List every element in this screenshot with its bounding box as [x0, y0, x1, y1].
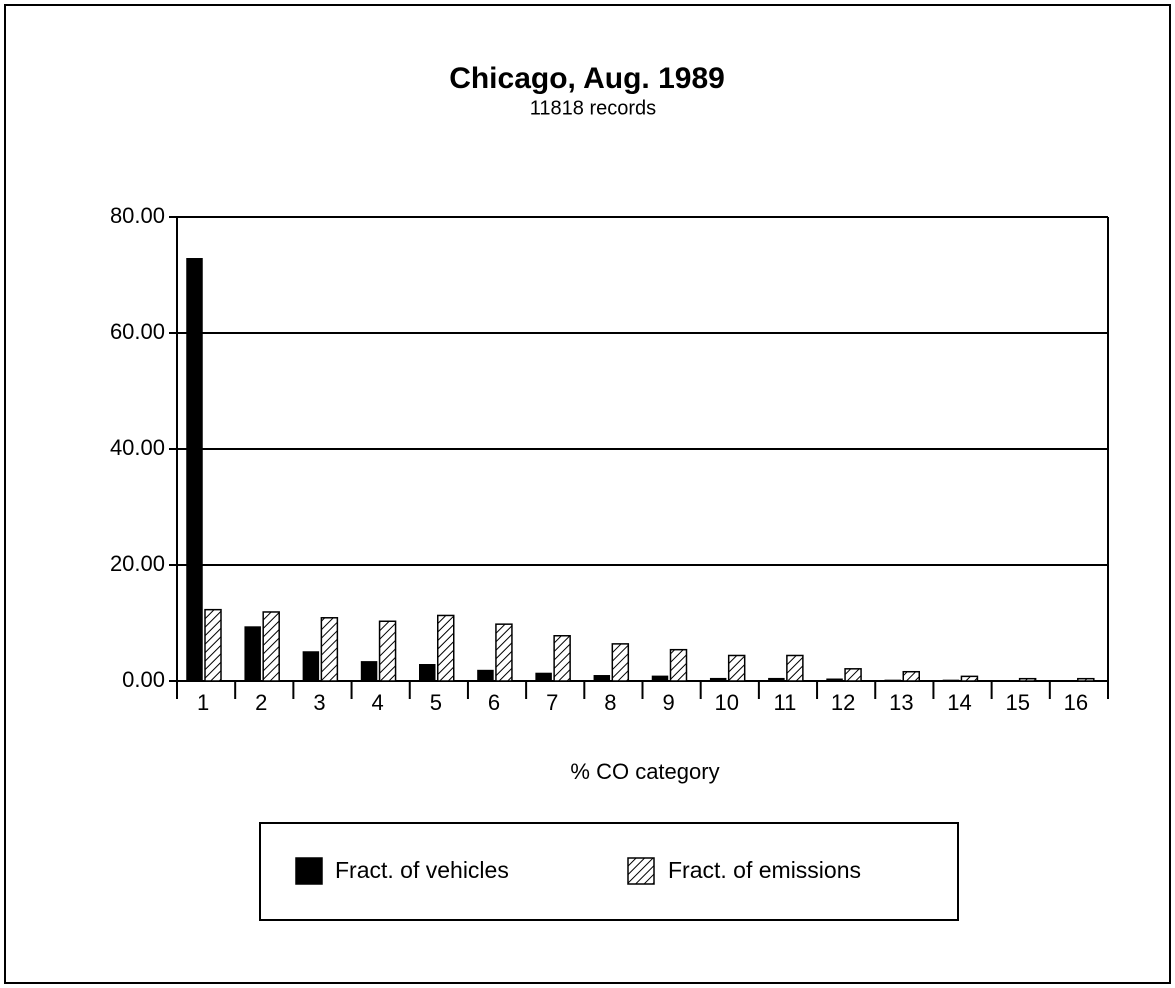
x-tick-label: 7: [546, 690, 558, 715]
bar: [419, 664, 436, 682]
x-tick-label: 5: [430, 690, 442, 715]
bar: [1077, 677, 1095, 682]
bar: [844, 668, 862, 682]
legend-label: Fract. of vehicles: [335, 857, 509, 883]
x-tick-label: 2: [255, 690, 267, 715]
x-tick-label: 13: [889, 690, 913, 715]
x-axis-label: % CO category: [570, 759, 719, 784]
bar: [727, 654, 746, 682]
bar: [1018, 677, 1037, 682]
bar: [826, 678, 843, 682]
bar: [378, 620, 397, 682]
bar: [320, 617, 339, 682]
bar: [204, 608, 222, 682]
legend-label: Fract. of emissions: [668, 857, 861, 883]
y-tick-label: 80.00: [110, 203, 165, 228]
bar: [437, 614, 455, 682]
x-tick-label: 12: [831, 690, 855, 715]
bar: [495, 623, 513, 682]
bar: [768, 677, 785, 682]
bar: [535, 672, 552, 682]
bar: [709, 677, 727, 682]
x-tick-label: 8: [604, 690, 616, 715]
chart-subtitle: 11818 records: [530, 97, 656, 119]
bar: [593, 675, 611, 682]
y-tick-label: 60.00: [110, 319, 165, 344]
x-tick-label: 15: [1005, 690, 1029, 715]
bar: [186, 258, 203, 682]
bar: [611, 643, 630, 682]
legend-box: [259, 822, 959, 921]
x-tick-label: 9: [662, 690, 674, 715]
bar: [262, 611, 280, 682]
bar: [553, 635, 571, 682]
x-tick-label: 6: [488, 690, 500, 715]
bar: [302, 651, 320, 682]
bar: [942, 679, 960, 682]
bar: [902, 670, 920, 682]
y-tick-label: 40.00: [110, 435, 165, 460]
y-tick-label: 20.00: [110, 551, 165, 576]
x-tick-label: 10: [715, 690, 739, 715]
x-tick-label: 1: [197, 690, 209, 715]
frame: [4, 4, 1171, 984]
chart-title: Chicago, Aug. 1989: [449, 62, 725, 95]
bar: [786, 654, 804, 682]
x-tick-label: 3: [313, 690, 325, 715]
bar: [651, 675, 669, 682]
x-tick-label: 16: [1064, 690, 1088, 715]
x-tick-label: 14: [947, 690, 971, 715]
bar: [960, 675, 979, 682]
legend-swatch: [295, 857, 323, 885]
bar: [884, 679, 901, 682]
bar: [669, 648, 688, 682]
bar: [477, 669, 494, 682]
bar: [360, 661, 378, 682]
bar: [244, 626, 261, 682]
y-tick-label: 0.00: [122, 667, 165, 692]
x-tick-label: 4: [372, 690, 384, 715]
x-tick-label: 11: [774, 690, 797, 715]
legend-swatch: [627, 857, 655, 885]
